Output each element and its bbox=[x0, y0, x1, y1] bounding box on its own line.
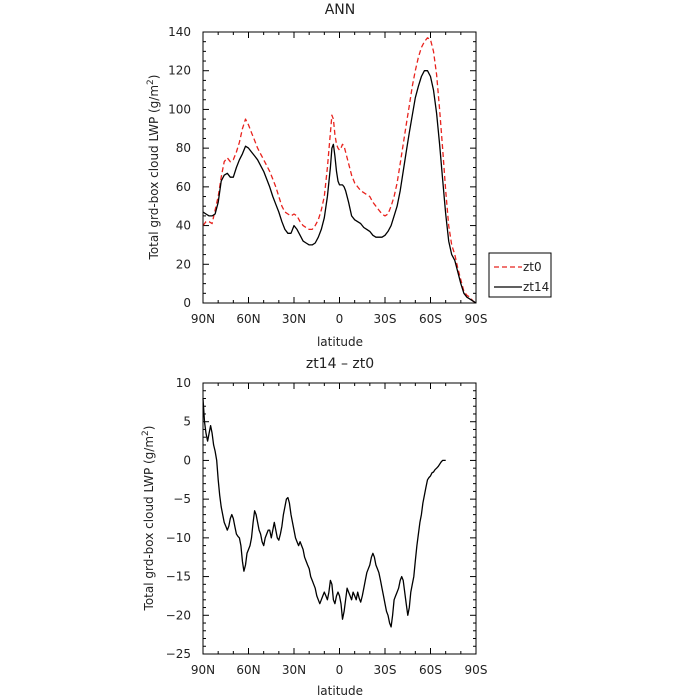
top-chart-x-tick-label: 0 bbox=[336, 312, 344, 326]
bottom-chart-series-lines bbox=[202, 398, 446, 628]
top-chart-panel: ANN 90N 60N 30N 0 30S 60S 90S 0 20 40 60 80 100 120 1… bbox=[146, 2, 552, 349]
top-chart-x-tick-label: 90N bbox=[191, 312, 215, 326]
bottom-chart-y-tick-label: −5 bbox=[173, 492, 191, 506]
bottom-chart-y-tick-label: −10 bbox=[166, 531, 191, 545]
top-chart-series-line-zt0 bbox=[202, 37, 477, 304]
top-chart-y-tick-label: 140 bbox=[168, 25, 191, 39]
bottom-chart-ticks bbox=[202, 382, 477, 655]
top-chart-y-axis-label: Total grd-box cloud LWP (g/m2) bbox=[146, 75, 161, 261]
bottom-chart-y-tick-labels: −25 −20 −15 −10 −5 0 5 10 bbox=[166, 376, 191, 661]
bottom-chart-x-tick-label: 90N bbox=[191, 663, 215, 677]
bottom-chart-y-tick-label: −15 bbox=[166, 570, 191, 584]
top-chart-y-tick-labels: 0 20 40 60 80 100 120 140 bbox=[168, 25, 191, 310]
bottom-chart-x-tick-label: 60S bbox=[419, 663, 442, 677]
bottom-chart-y-tick-label: 10 bbox=[176, 376, 191, 390]
bottom-chart-y-tick-label: 5 bbox=[183, 415, 191, 429]
bottom-chart-y-tick-label: −20 bbox=[166, 608, 191, 622]
top-chart-y-tick-label: 40 bbox=[176, 219, 191, 233]
top-chart-x-tick-label: 60N bbox=[236, 312, 260, 326]
top-chart-y-tick-label: 20 bbox=[176, 257, 191, 271]
legend-label-zt14: zt14 bbox=[523, 280, 549, 294]
top-chart-x-tick-label: 60S bbox=[419, 312, 442, 326]
top-chart-series-lines bbox=[202, 37, 477, 304]
top-chart-x-axis-label: latitude bbox=[317, 335, 363, 349]
top-chart-series-line-zt14 bbox=[202, 70, 477, 304]
top-chart-plot-frame bbox=[202, 31, 477, 304]
top-chart-x-tick-label: 90S bbox=[465, 312, 488, 326]
bottom-chart-x-tick-label: 90S bbox=[465, 663, 488, 677]
top-chart-y-tick-label: 60 bbox=[176, 180, 191, 194]
bottom-chart-x-axis-label: latitude bbox=[317, 684, 363, 698]
bottom-chart-plot-frame bbox=[202, 382, 477, 655]
bottom-chart-title: zt14 – zt0 bbox=[306, 356, 374, 372]
top-chart-x-tick-labels: 90N 60N 30N 0 30S 60S 90S bbox=[191, 312, 488, 326]
bottom-chart-x-tick-label: 0 bbox=[336, 663, 344, 677]
bottom-chart-x-tick-label: 30S bbox=[374, 663, 397, 677]
top-chart-legend: zt0 zt14 bbox=[488, 252, 552, 298]
legend-box bbox=[488, 252, 552, 298]
bottom-chart-x-tick-label: 60N bbox=[236, 663, 260, 677]
top-chart-y-tick-label: 0 bbox=[183, 296, 191, 310]
top-chart-x-tick-label: 30N bbox=[282, 312, 306, 326]
top-chart-y-tick-label: 80 bbox=[176, 141, 191, 155]
bottom-chart-x-tick-labels: 90N 60N 30N 0 30S 60S 90S bbox=[191, 663, 488, 677]
bottom-chart-y-tick-label: 0 bbox=[183, 453, 191, 467]
legend-label-zt0: zt0 bbox=[523, 260, 542, 274]
top-chart-x-tick-label: 30S bbox=[374, 312, 397, 326]
bottom-chart-series-line-series-0 bbox=[202, 398, 446, 628]
top-chart-ticks bbox=[202, 31, 477, 304]
bottom-chart-y-tick-label: −25 bbox=[166, 647, 191, 661]
top-chart-y-tick-label: 120 bbox=[168, 64, 191, 78]
top-chart-y-tick-label: 100 bbox=[168, 102, 191, 116]
bottom-chart-panel: zt14 – zt0 90N 60N 30N 0 30S 60S 90S −25 −20 −15… bbox=[141, 356, 487, 698]
bottom-chart-y-axis-label: Total grd-box cloud LWP (g/m2) bbox=[141, 426, 156, 612]
top-chart-title: ANN bbox=[325, 2, 356, 18]
bottom-chart-x-tick-label: 30N bbox=[282, 663, 306, 677]
